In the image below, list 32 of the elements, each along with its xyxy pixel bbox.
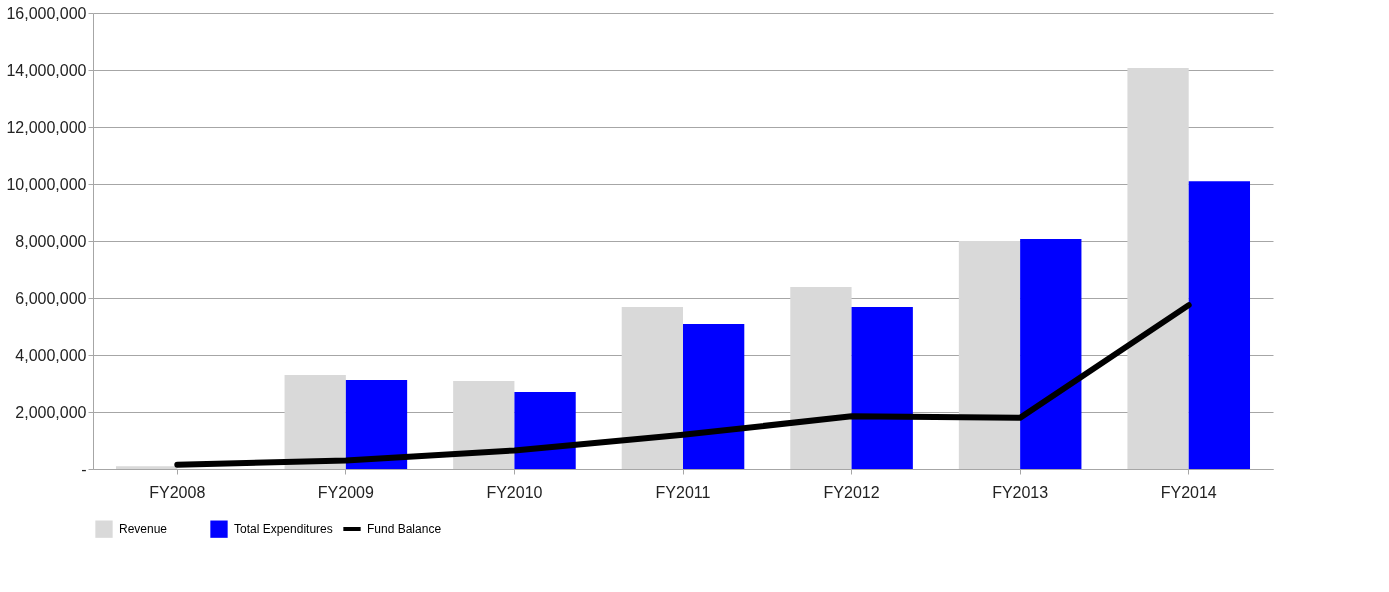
- y-tick-label: -: [81, 460, 87, 478]
- bar: [115, 466, 178, 469]
- bar: [1127, 68, 1189, 469]
- legend-label: Fund Balance: [367, 522, 442, 536]
- bar: [1020, 239, 1082, 469]
- y-tick-label: 14,000,000: [6, 61, 87, 79]
- y-tick-label: 4,000,000: [15, 346, 87, 364]
- x-tick-label: FY2012: [823, 483, 880, 501]
- x-tick-label: FY2014: [1160, 483, 1217, 501]
- y-tick-label: 16,000,000: [6, 4, 87, 22]
- y-tick-label: 12,000,000: [6, 118, 87, 136]
- x-tick-label: FY2009: [317, 483, 374, 501]
- bar: [284, 374, 346, 469]
- legend-label: Total Expenditures: [234, 522, 333, 537]
- x-tick-label: FY2008: [149, 483, 206, 501]
- bar: [453, 380, 515, 469]
- x-tick-label: FY2013: [992, 483, 1049, 501]
- bar: [790, 286, 852, 469]
- y-tick-label: 6,000,000: [15, 289, 87, 307]
- y-tick-label: 2,000,000: [15, 403, 87, 421]
- bar: [1188, 181, 1251, 469]
- bar: [345, 380, 408, 469]
- bar: [621, 307, 683, 469]
- legend-label: Revenue: [119, 522, 168, 537]
- bar: [514, 392, 576, 469]
- bar: [683, 323, 745, 469]
- bar: [851, 307, 913, 469]
- bar: [958, 241, 1021, 469]
- y-tick-label: 8,000,000: [15, 232, 87, 250]
- x-tick-label: FY2011: [655, 483, 711, 501]
- y-tick-label: 10,000,000: [6, 175, 87, 193]
- x-tick-label: FY2010: [486, 483, 543, 501]
